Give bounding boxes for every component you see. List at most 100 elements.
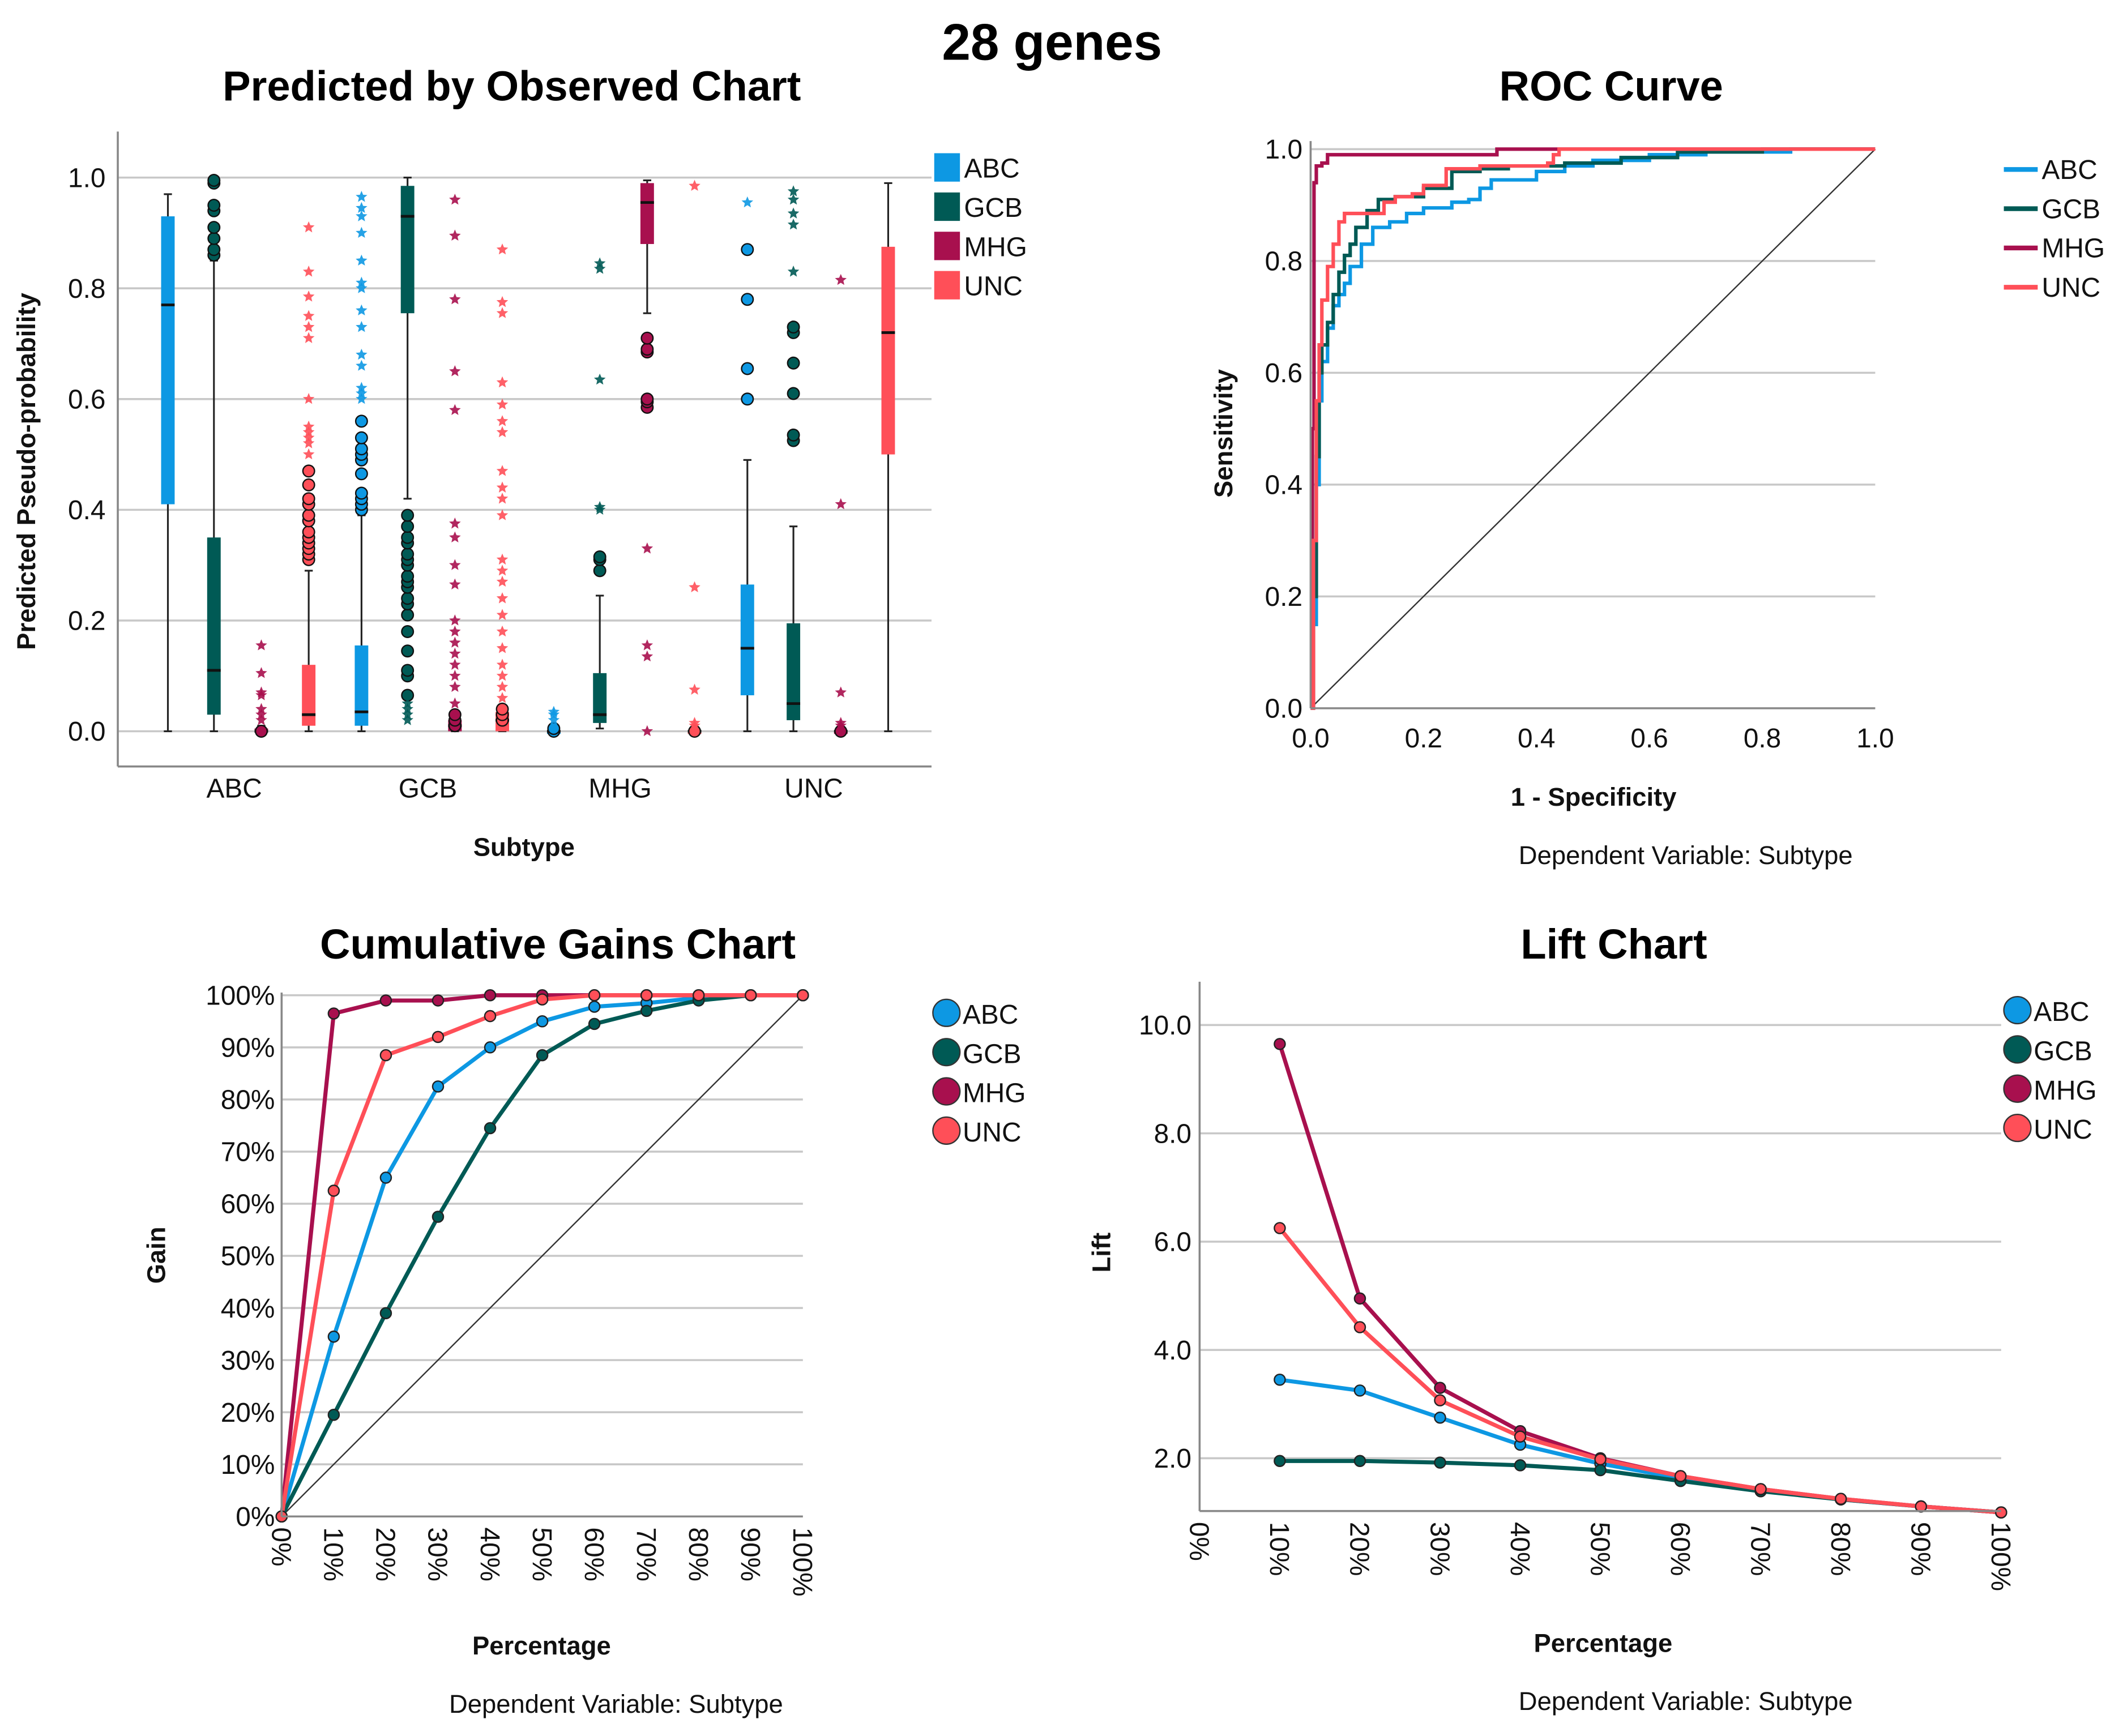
gains-y-tick-label: 20% [221,1398,275,1428]
gains-x-tick-label: 90% [735,1527,765,1581]
lift-point [1434,1394,1446,1406]
box-extreme-point [496,509,509,520]
lift-point [1434,1411,1446,1424]
legend-label-unc: UNC [2034,1115,2092,1145]
box-extreme-point [496,692,509,703]
box-outlier-point [302,525,315,538]
box-extreme-point [641,725,653,737]
box-outlier-point [401,531,415,544]
box-outlier-point [354,442,368,456]
box-extreme-point [641,650,653,662]
gains-x-axis-title: Percentage [472,1631,611,1660]
lift-x-tick-label: 80% [1825,1522,1855,1576]
box-abc-unc [302,221,316,733]
box-iqr [400,186,415,314]
box-extreme-point [496,669,509,681]
boxplot-x-tick-label: GCB [399,774,458,804]
lift-point [1434,1456,1446,1469]
boxplot-y-ticks: 0.0 0.2 0.4 0.6 0.8 1.0 [68,163,105,747]
roc-reference-line [1310,148,1876,709]
lift-lines [1274,1038,2007,1519]
lift-point [1594,1464,1607,1477]
boxplot-x-tick-label: MHG [588,774,652,804]
gains-x-tick-label: 30% [422,1527,452,1581]
gains-x-tick-label: 70% [631,1527,661,1581]
box-extreme-point [356,226,368,238]
lift-point [1274,1222,1286,1234]
lift-legend: ABC GCB MHG UNC [2003,995,2097,1145]
box-unc-unc [881,182,895,733]
legend-marker-abc [2003,995,2032,1025]
roc-y-tick-label: 1.0 [1265,135,1302,165]
lift-series-unc [1274,1222,2007,1519]
box-extreme-point [356,191,368,202]
box-iqr [354,645,369,726]
box-extreme-point [302,266,315,277]
legend-label-unc: UNC [2042,273,2101,303]
gains-panel: Cumulative Gains Chart 0% 10% 20% 30% 40% 50%… [142,921,1026,1718]
lift-y-tick-label: 6.0 [1154,1228,1191,1258]
lift-y-tick-label: 10.0 [1139,1011,1191,1041]
box-outlier-point [787,320,800,334]
box-mhg-unc [687,179,702,738]
lift-point [1353,1384,1366,1397]
roc-legend: ABC GCB MHG UNC [2004,155,2105,303]
gains-footnote: Dependent Variable: Subtype [449,1690,783,1718]
box-extreme-point [496,307,509,318]
gains-point [588,989,601,1002]
lift-y-axis-title: Lift [1087,1233,1116,1273]
box-extreme-point [356,393,368,404]
boxplot-x-tick-label: UNC [784,774,843,804]
lift-x-tick-label: 0% [1184,1522,1214,1561]
box-extreme-point [496,465,509,476]
box-extreme-point [835,717,847,728]
legend-label-abc: ABC [964,154,1019,184]
legend-marker-gcb [2003,1035,2032,1064]
box-outlier-point [207,243,221,256]
box-extreme-point [496,492,509,504]
legend-marker-mhg [932,1077,961,1106]
box-gcb-gcb [400,177,415,725]
box-extreme-point [496,609,509,620]
lift-point [1434,1382,1446,1394]
gains-point [640,989,653,1002]
boxplot-marks [161,174,895,738]
lift-point [1594,1453,1607,1466]
box-extreme-point [741,196,754,208]
box-outlier-point [401,664,415,677]
box-extreme-point [302,290,315,302]
gains-y-tick-label: 40% [221,1294,275,1324]
box-outlier-point [302,464,315,478]
box-extreme-point [401,708,413,720]
box-iqr [207,537,221,715]
box-extreme-point [496,642,509,653]
lift-point [1514,1459,1527,1472]
box-extreme-point [449,531,461,542]
box-extreme-point [641,639,653,651]
box-extreme-point [548,705,560,717]
box-outlier-point [207,199,221,212]
gains-y-tick-label: 50% [221,1242,275,1272]
lift-point [1674,1470,1687,1482]
box-extreme-point [401,703,413,715]
box-extreme-point [449,625,461,637]
box-outlier-point [787,356,800,370]
roc-line-gcb [1310,147,1876,710]
roc-x-tick-label: 1.0 [1856,724,1894,754]
box-extreme-point [449,614,461,626]
lift-x-tick-label: 30% [1424,1522,1454,1576]
lift-y-tick-label: 4.0 [1154,1336,1191,1366]
gains-point [327,1330,340,1343]
box-outlier-point [401,608,415,622]
boxplot-y-tick-label: 1.0 [68,163,105,193]
roc-x-axis-title: 1 - Specificity [1511,783,1677,811]
box-extreme-point [449,578,461,590]
boxplot-y-tick-label: 0.6 [68,385,105,415]
gains-x-tick-label: 20% [370,1527,400,1581]
box-extreme-point [255,686,267,698]
gains-y-tick-label: 0% [236,1502,275,1532]
box-extreme-point [356,254,368,266]
box-outlier-point [401,520,415,533]
